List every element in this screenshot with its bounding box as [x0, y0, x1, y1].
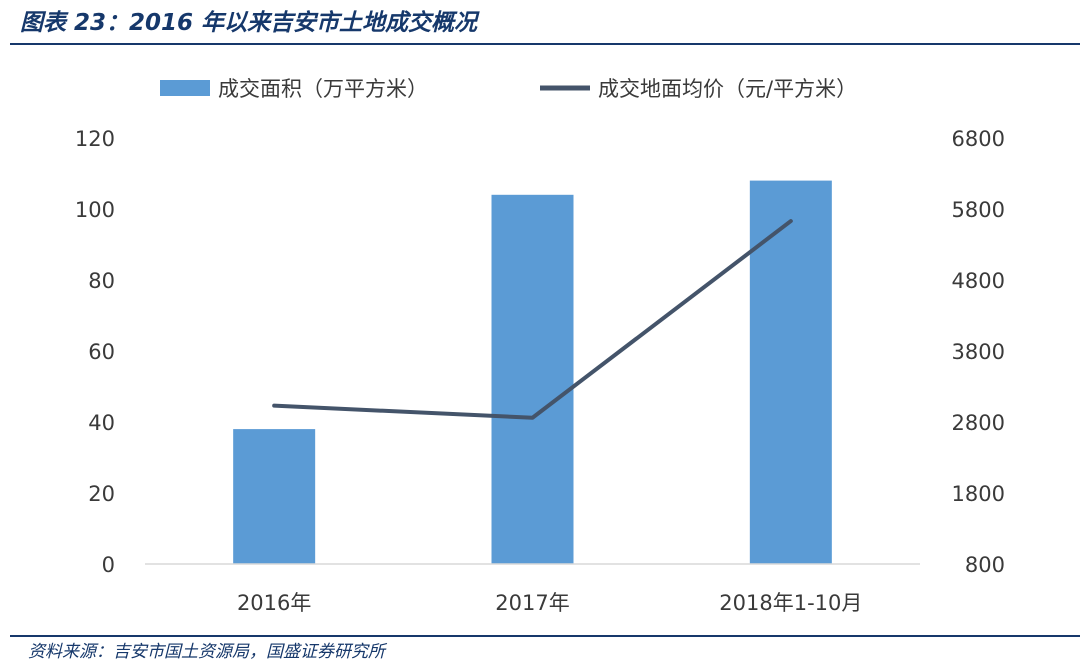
y-left-tick-label: 120	[75, 127, 115, 151]
source-note: 资料来源：吉安市国土资源局，国盛证券研究所	[28, 642, 385, 662]
y-right-tick-label: 800	[965, 553, 1005, 577]
legend-bar-swatch	[160, 80, 210, 96]
y-right-tick-label: 4800	[952, 269, 1005, 293]
bar	[491, 194, 574, 565]
series-line	[272, 219, 793, 420]
figure-title: 图表 23：2016 年以来吉安市土地成交概况	[20, 10, 478, 36]
bar-series	[233, 180, 832, 565]
y-left-tick-label: 20	[88, 482, 115, 506]
y-axis-right: 800 1800 2800 3800 4800 5800 6800	[952, 127, 1005, 577]
y-right-tick-label: 6800	[952, 127, 1005, 151]
y-left-tick-label: 0	[102, 553, 115, 577]
y-right-tick-label: 2800	[952, 411, 1005, 435]
x-tick-label: 2018年1-10月	[719, 591, 862, 615]
y-left-tick-label: 80	[88, 269, 115, 293]
bar	[233, 429, 316, 564]
bar	[749, 180, 832, 564]
legend-bar-label: 成交面积（万平方米）	[218, 77, 428, 101]
x-axis: 2016年 2017年 2018年1-10月	[237, 591, 862, 615]
x-tick-label: 2016年	[237, 591, 311, 615]
title-rule	[10, 43, 1080, 45]
y-left-tick-label: 40	[88, 411, 115, 435]
y-right-tick-label: 5800	[952, 198, 1005, 222]
legend-line-label: 成交地面均价（元/平方米）	[598, 77, 857, 101]
legend: 成交面积（万平方米） 成交地面均价（元/平方米）	[160, 77, 857, 101]
y-left-tick-label: 60	[88, 340, 115, 364]
y-axis-left: 0 20 40 60 80 100 120	[75, 127, 115, 577]
y-left-tick-label: 100	[75, 198, 115, 222]
chart: 成交面积（万平方米） 成交地面均价（元/平方米） 020406080100120 …	[75, 77, 1005, 615]
x-tick-label: 2017年	[495, 591, 569, 615]
source-rule	[10, 635, 1080, 637]
y-right-tick-label: 1800	[952, 482, 1005, 506]
line-series	[272, 219, 793, 420]
y-right-tick-label: 3800	[952, 340, 1005, 364]
